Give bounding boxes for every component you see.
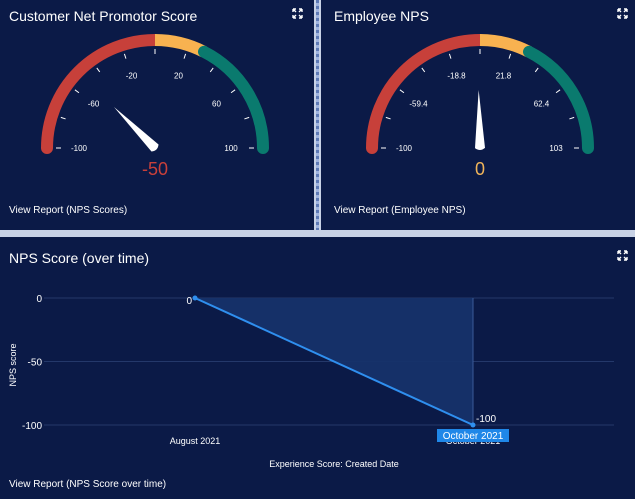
- view-report-nps-scores-link[interactable]: View Report (NPS Scores): [9, 205, 128, 216]
- gauge-tick-label: -60: [88, 99, 100, 108]
- gauge-tick-mark: [123, 53, 127, 59]
- series-line: [194, 297, 474, 426]
- gauge-tick-label: -20: [126, 72, 138, 81]
- customer-nps-title: Customer Net Promotor Score: [9, 8, 198, 24]
- gauge-tick-mark: [230, 89, 236, 94]
- tooltip: [437, 429, 509, 442]
- x-tick-label: August 2021: [170, 436, 221, 446]
- gauge-red-band: [366, 34, 486, 154]
- gauge-tick-mark: [60, 116, 66, 120]
- gauge-tick-mark: [244, 116, 250, 120]
- gauge-tick-label: 21.8: [496, 72, 512, 81]
- gauge-tick-label: -100: [396, 144, 413, 153]
- customer-nps-gauge: -100 -60 -20 20 60 100 -50: [41, 34, 269, 179]
- employee-nps-title: Employee NPS: [334, 8, 429, 24]
- employee-nps-value: 0: [475, 159, 485, 179]
- gauge-needle: [475, 90, 485, 151]
- panel-divider-horizontal[interactable]: [0, 230, 635, 237]
- employee-nps-panel: Employee NPS -100 -59.4 -18.8 21.8 62.4 …: [321, 0, 635, 230]
- gauge-green-band: [523, 45, 594, 154]
- y-tick-label: -50: [28, 358, 43, 369]
- gauge-tick-label: 62.4: [534, 99, 550, 108]
- gauge-tick-label: 60: [212, 99, 221, 108]
- gauge-tick-mark: [421, 67, 426, 73]
- gauge-tick-mark: [399, 89, 405, 94]
- nps-over-time-panel: NPS Score (over time) 0 -50 -100 NPS sco…: [0, 237, 635, 499]
- customer-nps-value: -50: [142, 159, 168, 179]
- gauge-tick-mark: [448, 53, 452, 59]
- y-tick-label: 0: [36, 294, 42, 305]
- data-point[interactable]: [192, 295, 198, 301]
- expand-icon[interactable]: [292, 8, 303, 19]
- gauge-tick-mark: [96, 67, 101, 73]
- gauge-tick-label: 103: [549, 144, 563, 153]
- gauge-tick-mark: [385, 116, 391, 120]
- x-axis-label: Experience Score: Created Date: [269, 459, 399, 469]
- data-point[interactable]: [470, 422, 476, 428]
- y-axis-label: NPS score: [8, 343, 18, 386]
- gauge-tick-mark: [209, 67, 214, 73]
- gauge-ticks: [381, 49, 579, 149]
- employee-nps-gauge: -100 -59.4 -18.8 21.8 62.4 103 0: [366, 34, 594, 179]
- customer-nps-panel: Customer Net Promotor Score -100 -60 -20…: [0, 0, 314, 230]
- gauge-tick-mark: [555, 89, 561, 94]
- gauge-needle: [113, 106, 159, 152]
- gauge-tick-mark: [74, 89, 80, 94]
- data-label: -100: [476, 414, 496, 425]
- gauge-ticks: [56, 49, 254, 149]
- gauge-tick-label: -18.8: [447, 72, 466, 81]
- data-label: 0: [186, 296, 192, 307]
- gauge-tick-mark: [534, 67, 539, 73]
- gauge-tick-label: -100: [71, 144, 88, 153]
- y-tick-label: -100: [22, 421, 42, 432]
- gauge-yellow-band: [154, 34, 207, 58]
- gauge-red-band: [41, 34, 161, 154]
- gauge-yellow-band: [479, 34, 532, 58]
- tooltip-text: October 2021: [443, 431, 504, 442]
- gauge-tick-mark: [508, 53, 512, 59]
- gauge-tick-mark: [183, 53, 187, 59]
- gauge-tick-label: 20: [174, 72, 183, 81]
- nps-over-time-chart: 0 -50 -100 NPS score 0 -100 August 2021 …: [8, 294, 614, 469]
- gauge-tick-label: 100: [224, 144, 238, 153]
- expand-icon[interactable]: [617, 8, 628, 19]
- gauge-green-band: [198, 45, 269, 154]
- expand-icon[interactable]: [617, 250, 628, 261]
- view-report-nps-over-time-link[interactable]: View Report (NPS Score over time): [9, 479, 167, 490]
- gauge-tick-label: -59.4: [409, 99, 428, 108]
- nps-over-time-title: NPS Score (over time): [9, 250, 150, 266]
- panel-divider[interactable]: [314, 0, 321, 230]
- view-report-employee-nps-link[interactable]: View Report (Employee NPS): [334, 205, 466, 216]
- gauge-tick-mark: [569, 116, 575, 120]
